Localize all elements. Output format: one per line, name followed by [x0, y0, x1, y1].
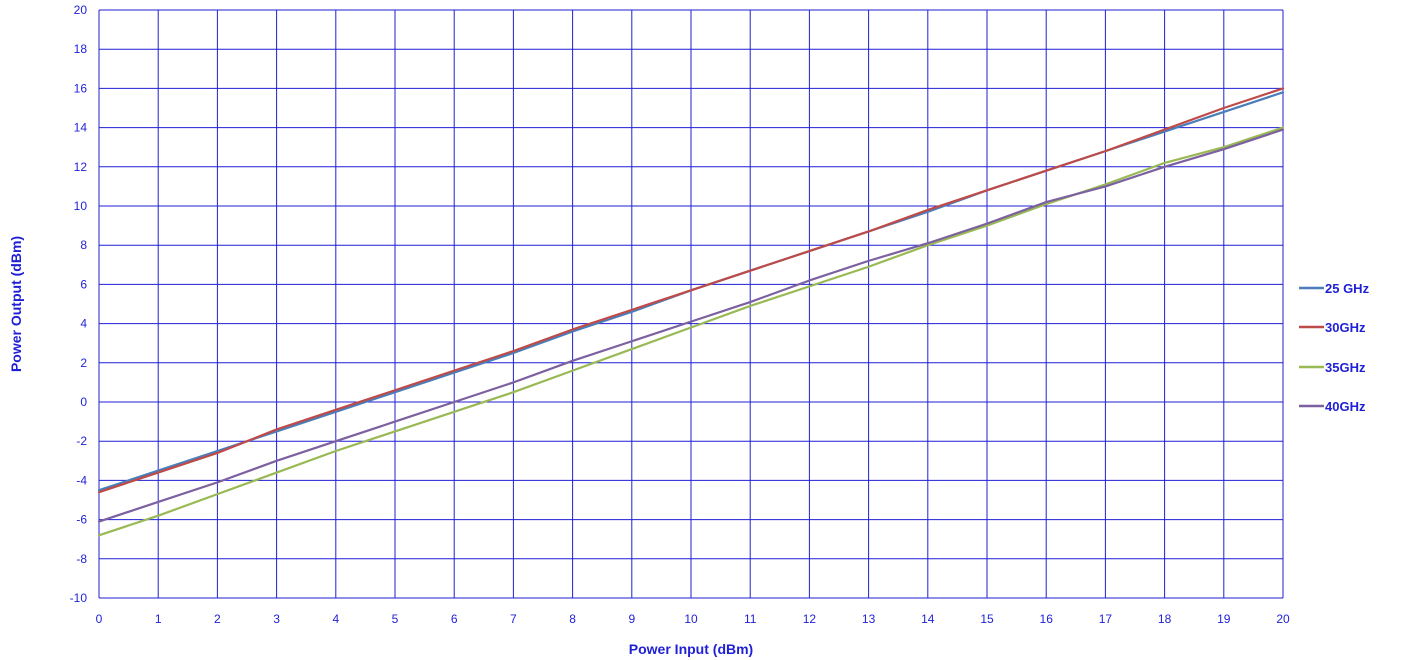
- x-tick-label: 16: [1040, 612, 1054, 626]
- x-tick-labels: 0 1 2 3 4 5 6 7 8 9 10 11 12 13 14 15 16 17 18 19 20: [96, 612, 1290, 626]
- series-lines: [97, 87, 1285, 537]
- y-tick-label: -6: [76, 513, 87, 527]
- y-tick-label: 14: [74, 121, 88, 135]
- y-tick-label: -2: [76, 434, 87, 448]
- series-line-2: [97, 87, 1285, 494]
- grid: [98, 9, 1284, 599]
- x-tick-label: 1: [155, 612, 162, 626]
- x-tick-label: 2: [214, 612, 221, 626]
- x-tick-label: 6: [451, 612, 458, 626]
- legend-label: 35GHz: [1325, 360, 1366, 375]
- y-tick-label: 2: [80, 356, 87, 370]
- x-tick-label: 10: [684, 612, 698, 626]
- y-tick-label: 18: [74, 42, 88, 56]
- x-tick-label: 15: [980, 612, 994, 626]
- y-tick-label: 8: [80, 238, 87, 252]
- x-tick-label: 11: [744, 612, 757, 626]
- y-axis-title: Power Output (dBm): [8, 236, 24, 372]
- series-line-4: [97, 128, 1285, 523]
- y-tick-label: 6: [80, 277, 87, 291]
- legend-label: 40GHz: [1325, 399, 1366, 414]
- y-tick-label: -8: [76, 552, 87, 566]
- x-tick-label: 5: [392, 612, 399, 626]
- y-tick-label: 16: [74, 81, 88, 95]
- y-tick-label: -4: [76, 473, 87, 487]
- y-tick-label: 10: [74, 199, 88, 213]
- y-tick-label: 4: [80, 317, 87, 331]
- legend: 25 GHz 30GHz 35GHz 40GHz: [1299, 281, 1370, 414]
- x-tick-label: 9: [628, 612, 635, 626]
- x-tick-label: 20: [1276, 612, 1290, 626]
- x-tick-label: 18: [1158, 612, 1172, 626]
- x-tick-label: 17: [1099, 612, 1113, 626]
- y-tick-label: 20: [74, 3, 88, 17]
- y-tick-label: -10: [70, 591, 88, 605]
- x-tick-label: 19: [1217, 612, 1231, 626]
- legend-label: 25 GHz: [1325, 281, 1370, 296]
- x-tick-label: 8: [569, 612, 576, 626]
- x-tick-label: 3: [273, 612, 280, 626]
- x-tick-label: 4: [332, 612, 339, 626]
- x-tick-label: 0: [96, 612, 103, 626]
- x-axis-title: Power Input (dBm): [629, 641, 753, 657]
- y-tick-label: 12: [74, 160, 88, 174]
- legend-label: 30GHz: [1325, 320, 1366, 335]
- y-tick-label: 0: [80, 395, 87, 409]
- x-tick-label: 12: [803, 612, 817, 626]
- x-tick-label: 13: [862, 612, 876, 626]
- x-tick-label: 14: [921, 612, 935, 626]
- x-tick-label: 7: [510, 612, 517, 626]
- y-tick-labels: -10 -8 -6 -4 -2 0 2 4 6 8 10 12 14 16 18 20: [70, 3, 88, 605]
